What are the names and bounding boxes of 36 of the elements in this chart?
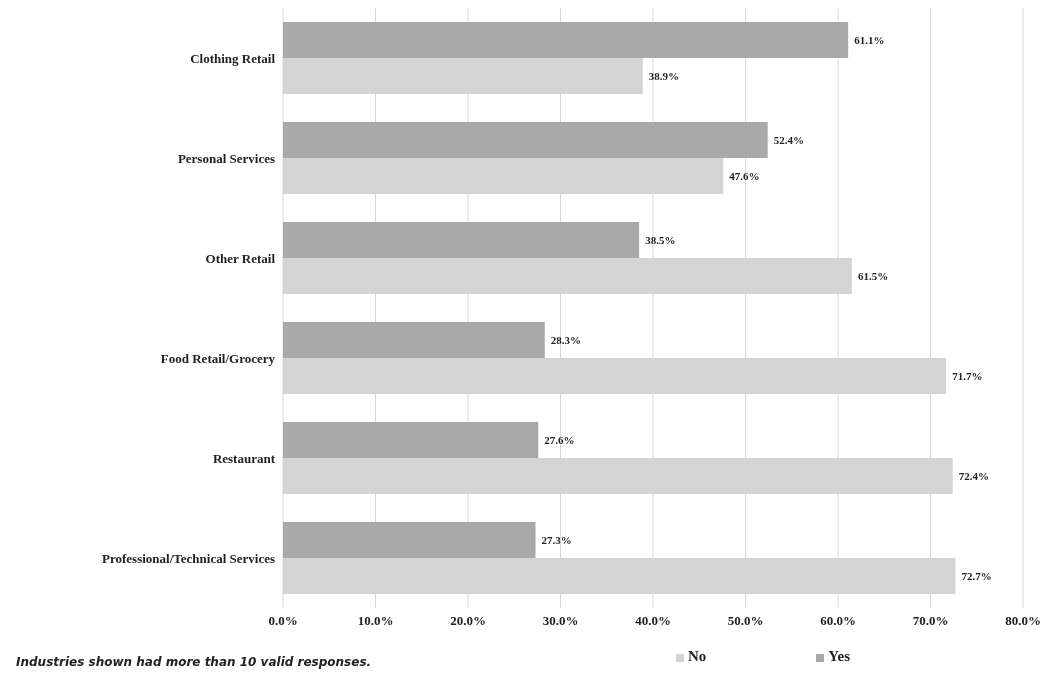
data-label: 27.3% <box>541 534 572 546</box>
y-tick-label: Food Retail/Grocery <box>160 350 276 366</box>
text: Industries shown had more than 10 valid responses. <box>16 655 372 669</box>
bar <box>283 122 768 158</box>
y-tick-label: Personal Services <box>177 150 275 166</box>
data-label: 72.4% <box>958 470 989 482</box>
x-tick-label: 30.0% <box>542 613 579 629</box>
data-label: 72.7% <box>961 570 992 582</box>
bar <box>283 22 849 58</box>
data-label: 27.6% <box>544 434 575 446</box>
data-label: 52.4% <box>773 134 804 146</box>
y-tick-label: Restaurant <box>212 450 276 466</box>
data-label: 61.5% <box>857 270 889 282</box>
x-tick-label: 70.0% <box>912 613 949 629</box>
x-tick-label: 10.0% <box>357 613 394 629</box>
data-label: 61.1% <box>854 34 885 46</box>
bar <box>283 222 640 258</box>
bar <box>283 322 545 358</box>
data-label: 28.3% <box>550 334 582 346</box>
data-label: 71.7% <box>952 370 983 382</box>
y-tick-label: Clothing Retail <box>190 50 276 66</box>
x-tick-label: 80.0% <box>1005 613 1041 629</box>
x-tick-label: 40.0% <box>635 613 671 629</box>
data-label: 38.5% <box>645 234 676 246</box>
legend-label: Yes <box>828 648 850 664</box>
x-tick-label: 50.0% <box>727 613 764 629</box>
data-label: 38.9% <box>648 70 680 82</box>
x-tick-label: 0.0% <box>268 613 298 629</box>
y-tick-label: Professional/Technical Services <box>102 550 275 566</box>
x-tick-label: 20.0% <box>450 613 486 629</box>
data-label: 47.6% <box>729 170 760 182</box>
legend-label: No <box>687 648 707 664</box>
x-tick-label: 60.0% <box>820 613 856 629</box>
bar <box>283 422 539 458</box>
bar <box>283 522 536 558</box>
y-tick-label: Other Retail <box>205 250 276 266</box>
